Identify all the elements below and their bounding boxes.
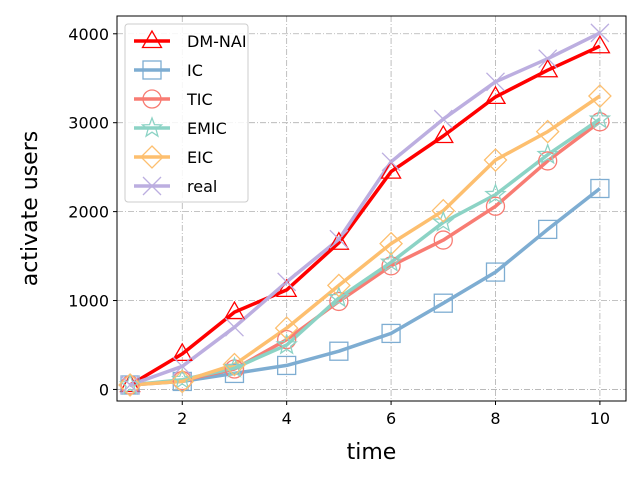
data-point-tic — [172, 370, 192, 391]
data-point-eic — [587, 84, 612, 108]
data-point-tic — [590, 112, 610, 132]
data-point-real — [381, 152, 401, 172]
data-point-tic — [381, 256, 401, 276]
data-point-tic — [433, 230, 453, 250]
y-tick-label: 2000 — [68, 203, 109, 222]
data-point-eic — [274, 316, 299, 341]
legend-label-ic: IC — [187, 61, 203, 80]
y-tick-label: 4000 — [68, 25, 109, 44]
legend-marker-tic — [142, 89, 162, 109]
x-axis-title: time — [347, 440, 397, 465]
data-point-emic — [484, 182, 507, 205]
series-line-real — [129, 31, 601, 387]
data-point-tic — [224, 359, 245, 379]
legend-label-real: real — [187, 177, 217, 196]
data-point-tic — [485, 196, 506, 216]
data-point-eic — [222, 352, 247, 377]
data-point-dm-nai — [276, 278, 298, 298]
legend: DM-NAI IC TIC EMIC EIC real — [124, 23, 249, 203]
legend-label-emic: EMIC — [187, 119, 227, 138]
data-point-emic — [379, 250, 403, 272]
data-point-emic — [536, 142, 559, 165]
data-point-ic — [381, 323, 401, 344]
data-point-emic — [275, 333, 298, 355]
legend-marker-eic — [140, 145, 164, 169]
x-tick-label: 2 — [177, 409, 187, 428]
series-lines — [129, 31, 601, 387]
data-point-real — [329, 229, 349, 249]
x-tick-label: 4 — [282, 409, 292, 428]
data-point-eic — [170, 369, 195, 394]
data-point-ic — [538, 219, 558, 240]
data-point-real — [538, 49, 558, 69]
legend-marker-dm-nai — [141, 29, 163, 49]
x-axis: 2 4 6 8 10 — [177, 401, 610, 428]
data-point-emic — [432, 210, 455, 232]
data-point-real — [277, 272, 297, 292]
data-point-eic — [483, 148, 508, 172]
series-markers — [118, 23, 612, 397]
legend-marker-real — [142, 176, 162, 196]
data-point-ic — [485, 262, 506, 282]
data-point-tic — [538, 151, 558, 171]
data-point-real — [433, 109, 453, 129]
y-tick-label: 3000 — [68, 114, 109, 133]
data-point-dm-nai — [171, 342, 193, 362]
data-point-tic — [329, 291, 349, 312]
data-point-dm-nai — [328, 231, 350, 250]
data-point-emic — [588, 107, 612, 129]
y-axis: 0 1000 2000 3000 4000 — [68, 25, 117, 399]
legend-marker-ic — [142, 60, 162, 80]
data-point-real — [486, 72, 505, 92]
data-point-eic — [431, 198, 456, 223]
data-point-real — [172, 356, 192, 376]
data-point-eic — [379, 231, 403, 256]
series-line-dm-nai — [129, 44, 601, 387]
data-point-dm-nai — [537, 58, 559, 78]
series-line-ic — [129, 187, 601, 387]
plot-frame — [116, 15, 627, 402]
data-point-dm-nai — [484, 85, 507, 105]
legend-label-tic: TIC — [186, 90, 213, 109]
data-point-emic — [223, 356, 246, 378]
data-point-emic — [327, 286, 351, 308]
legend-label-eic: EIC — [187, 148, 213, 167]
legend-label-dm-nai: DM-NAI — [187, 32, 247, 51]
y-axis-title: activate users — [18, 131, 43, 286]
series-line-eic — [129, 94, 601, 387]
x-tick-label: 10 — [590, 409, 610, 428]
data-point-dm-nai — [119, 373, 141, 393]
y-tick-label: 0 — [99, 380, 109, 399]
data-point-dm-nai — [223, 300, 246, 320]
y-tick-label: 1000 — [68, 292, 109, 311]
data-point-ic — [433, 293, 453, 313]
data-point-dm-nai — [589, 34, 611, 54]
data-point-real — [590, 23, 610, 43]
data-point-ic — [329, 341, 349, 361]
data-point-ic — [224, 363, 245, 384]
data-point-real — [120, 375, 140, 395]
data-point-eic — [535, 119, 560, 144]
data-point-real — [225, 317, 244, 337]
data-point-eic — [326, 273, 351, 298]
x-tick-label: 6 — [386, 409, 396, 428]
x-tick-label: 8 — [490, 409, 500, 428]
data-point-emic — [170, 367, 194, 390]
data-point-ic — [277, 355, 297, 376]
data-point-eic — [118, 373, 142, 397]
data-point-ic — [590, 178, 610, 199]
data-point-dm-nai — [432, 124, 454, 144]
data-point-dm-nai — [380, 160, 402, 179]
legend-marker-emic — [140, 116, 164, 138]
